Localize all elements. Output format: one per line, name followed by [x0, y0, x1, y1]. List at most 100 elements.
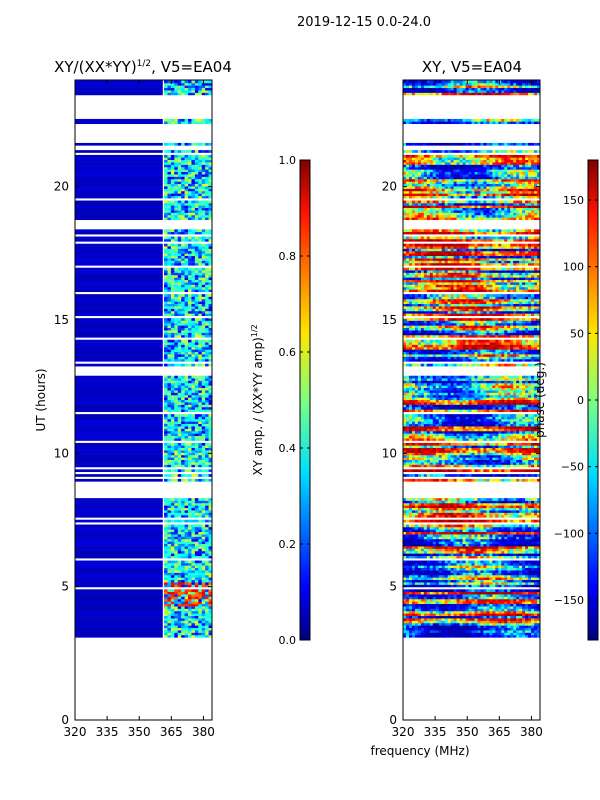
right-heatmap-cell: [417, 541, 422, 545]
right-heatmap-cell: [501, 550, 505, 554]
left-heatmap-cell: [164, 550, 168, 554]
right-heatmap-cell: [513, 531, 517, 535]
left-heatmap-cell: [208, 630, 212, 633]
right-heatmap-cell: [531, 596, 535, 600]
left-heatmap-cell: [174, 454, 179, 458]
right-heatmap-cell: [462, 546, 466, 549]
right-heatmap-cell: [513, 555, 517, 559]
right-heatmap-cell: [441, 526, 445, 530]
left-heatmap-cell: [194, 567, 199, 571]
right-heatmap-cell: [513, 582, 517, 585]
left-heatmap-cell: [191, 529, 196, 533]
right-heatmap-cell: [495, 598, 499, 602]
right-heatmap-cell: [441, 584, 445, 588]
right-heatmap-cell: [501, 512, 505, 516]
left-heatmap-cell: [167, 380, 172, 384]
left-heatmap-cell: [170, 90, 175, 93]
left-heatmap-cell: [164, 387, 168, 391]
right-heatmap-cell: [408, 526, 413, 530]
right-heatmap-cell: [516, 553, 520, 557]
right-heatmap-cell: [444, 543, 448, 547]
right-heatmap-cell: [435, 606, 440, 609]
left-heatmap-cell: [194, 526, 199, 530]
right-heatmap-cell: [528, 598, 532, 602]
left-heatmap-cell: [208, 402, 212, 405]
left-heatmap-cell: [184, 464, 189, 468]
left-heatmap-cell: [201, 282, 206, 285]
right-heatmap-cell: [465, 632, 469, 636]
left-heatmap-cell: [205, 186, 209, 189]
right-heatmap-cell: [462, 630, 466, 633]
left-heatmap-cell: [184, 524, 189, 528]
right-heatmap-cell: [480, 570, 484, 573]
left-heatmap-cell: [198, 445, 203, 449]
right-heatmap-cell: [444, 555, 448, 559]
left-heatmap-cell: [205, 531, 209, 535]
left-heatmap-cell: [184, 550, 189, 554]
right-heatmap-cell: [489, 630, 493, 633]
left-heatmap-cell: [198, 346, 203, 350]
right-heatmap-cell: [522, 550, 526, 554]
left-heatmap-row: [75, 464, 163, 468]
right-heatmap-cell: [408, 620, 413, 624]
right-heatmap-cell: [474, 615, 478, 619]
left-heatmap-cell: [181, 613, 185, 617]
right-heatmap-cell: [447, 577, 451, 581]
right-heatmap-cell: [403, 555, 407, 559]
left-heatmap-cell: [181, 270, 185, 273]
left-heatmap-cell: [191, 572, 196, 576]
left-heatmap-cell: [177, 543, 182, 547]
left-heatmap-cell: [170, 601, 175, 605]
right-heatmap-cell: [525, 625, 529, 629]
left-heatmap-cell: [201, 402, 206, 405]
right-heatmap-cell: [522, 565, 526, 569]
right-heatmap-cell: [534, 610, 538, 614]
left-heatmap-cell: [181, 354, 185, 357]
left-heatmap-cell: [208, 550, 212, 554]
left-heatmap-cell: [181, 500, 185, 504]
left-heatmap-cell: [188, 248, 192, 252]
right-heatmap-cell: [462, 567, 466, 571]
left-heatmap-cell: [188, 546, 192, 549]
left-heatmap-cell: [205, 318, 209, 321]
right-heatmap-cell: [414, 550, 419, 554]
right-heatmap-cell: [498, 553, 502, 557]
left-heatmap-cell: [164, 457, 168, 461]
right-heatmap-cell: [480, 613, 484, 617]
left-heatmap-cell: [191, 574, 196, 578]
left-heatmap-cell: [167, 574, 172, 578]
left-heatmap-cell: [170, 627, 175, 631]
right-heatmap-cell: [489, 529, 493, 533]
right-heatmap-cell: [501, 526, 505, 530]
right-heatmap-cell: [474, 565, 478, 569]
left-heatmap-cell: [181, 90, 185, 93]
left-heatmap-cell: [198, 601, 203, 605]
left-heatmap-cell: [205, 169, 209, 173]
left-heatmap-cell: [188, 330, 192, 333]
left-heatmap-cell: [177, 267, 182, 271]
left-heatmap-cell: [181, 356, 185, 360]
right-heatmap-cell: [501, 620, 505, 624]
left-heatmap-cell: [181, 322, 185, 326]
left-heatmap-cell: [194, 536, 199, 540]
right-heatmap-cell: [531, 565, 535, 569]
left-heatmap-cell: [205, 447, 209, 451]
left-heatmap-cell: [198, 620, 203, 624]
right-heatmap-cell: [405, 615, 410, 619]
left-heatmap-cell: [177, 246, 182, 249]
right-heatmap-cell: [534, 630, 538, 633]
right-heatmap-cell: [531, 620, 535, 624]
left-heatmap-cell: [174, 598, 179, 602]
right-heatmap-cell: [435, 550, 440, 554]
right-heatmap-cell: [408, 510, 413, 513]
right-heatmap-cell: [405, 627, 410, 631]
left-heatmap-cell: [191, 416, 196, 420]
left-heatmap-row: [75, 181, 163, 185]
left-heatmap-cell: [188, 387, 192, 391]
left-heatmap-cell: [167, 608, 172, 612]
right-heatmap-cell: [447, 625, 451, 629]
left-heatmap-cell: [181, 181, 185, 185]
right-heatmap-cell: [435, 524, 440, 528]
left-heatmap-cell: [184, 418, 189, 422]
right-heatmap-cell: [495, 560, 499, 564]
